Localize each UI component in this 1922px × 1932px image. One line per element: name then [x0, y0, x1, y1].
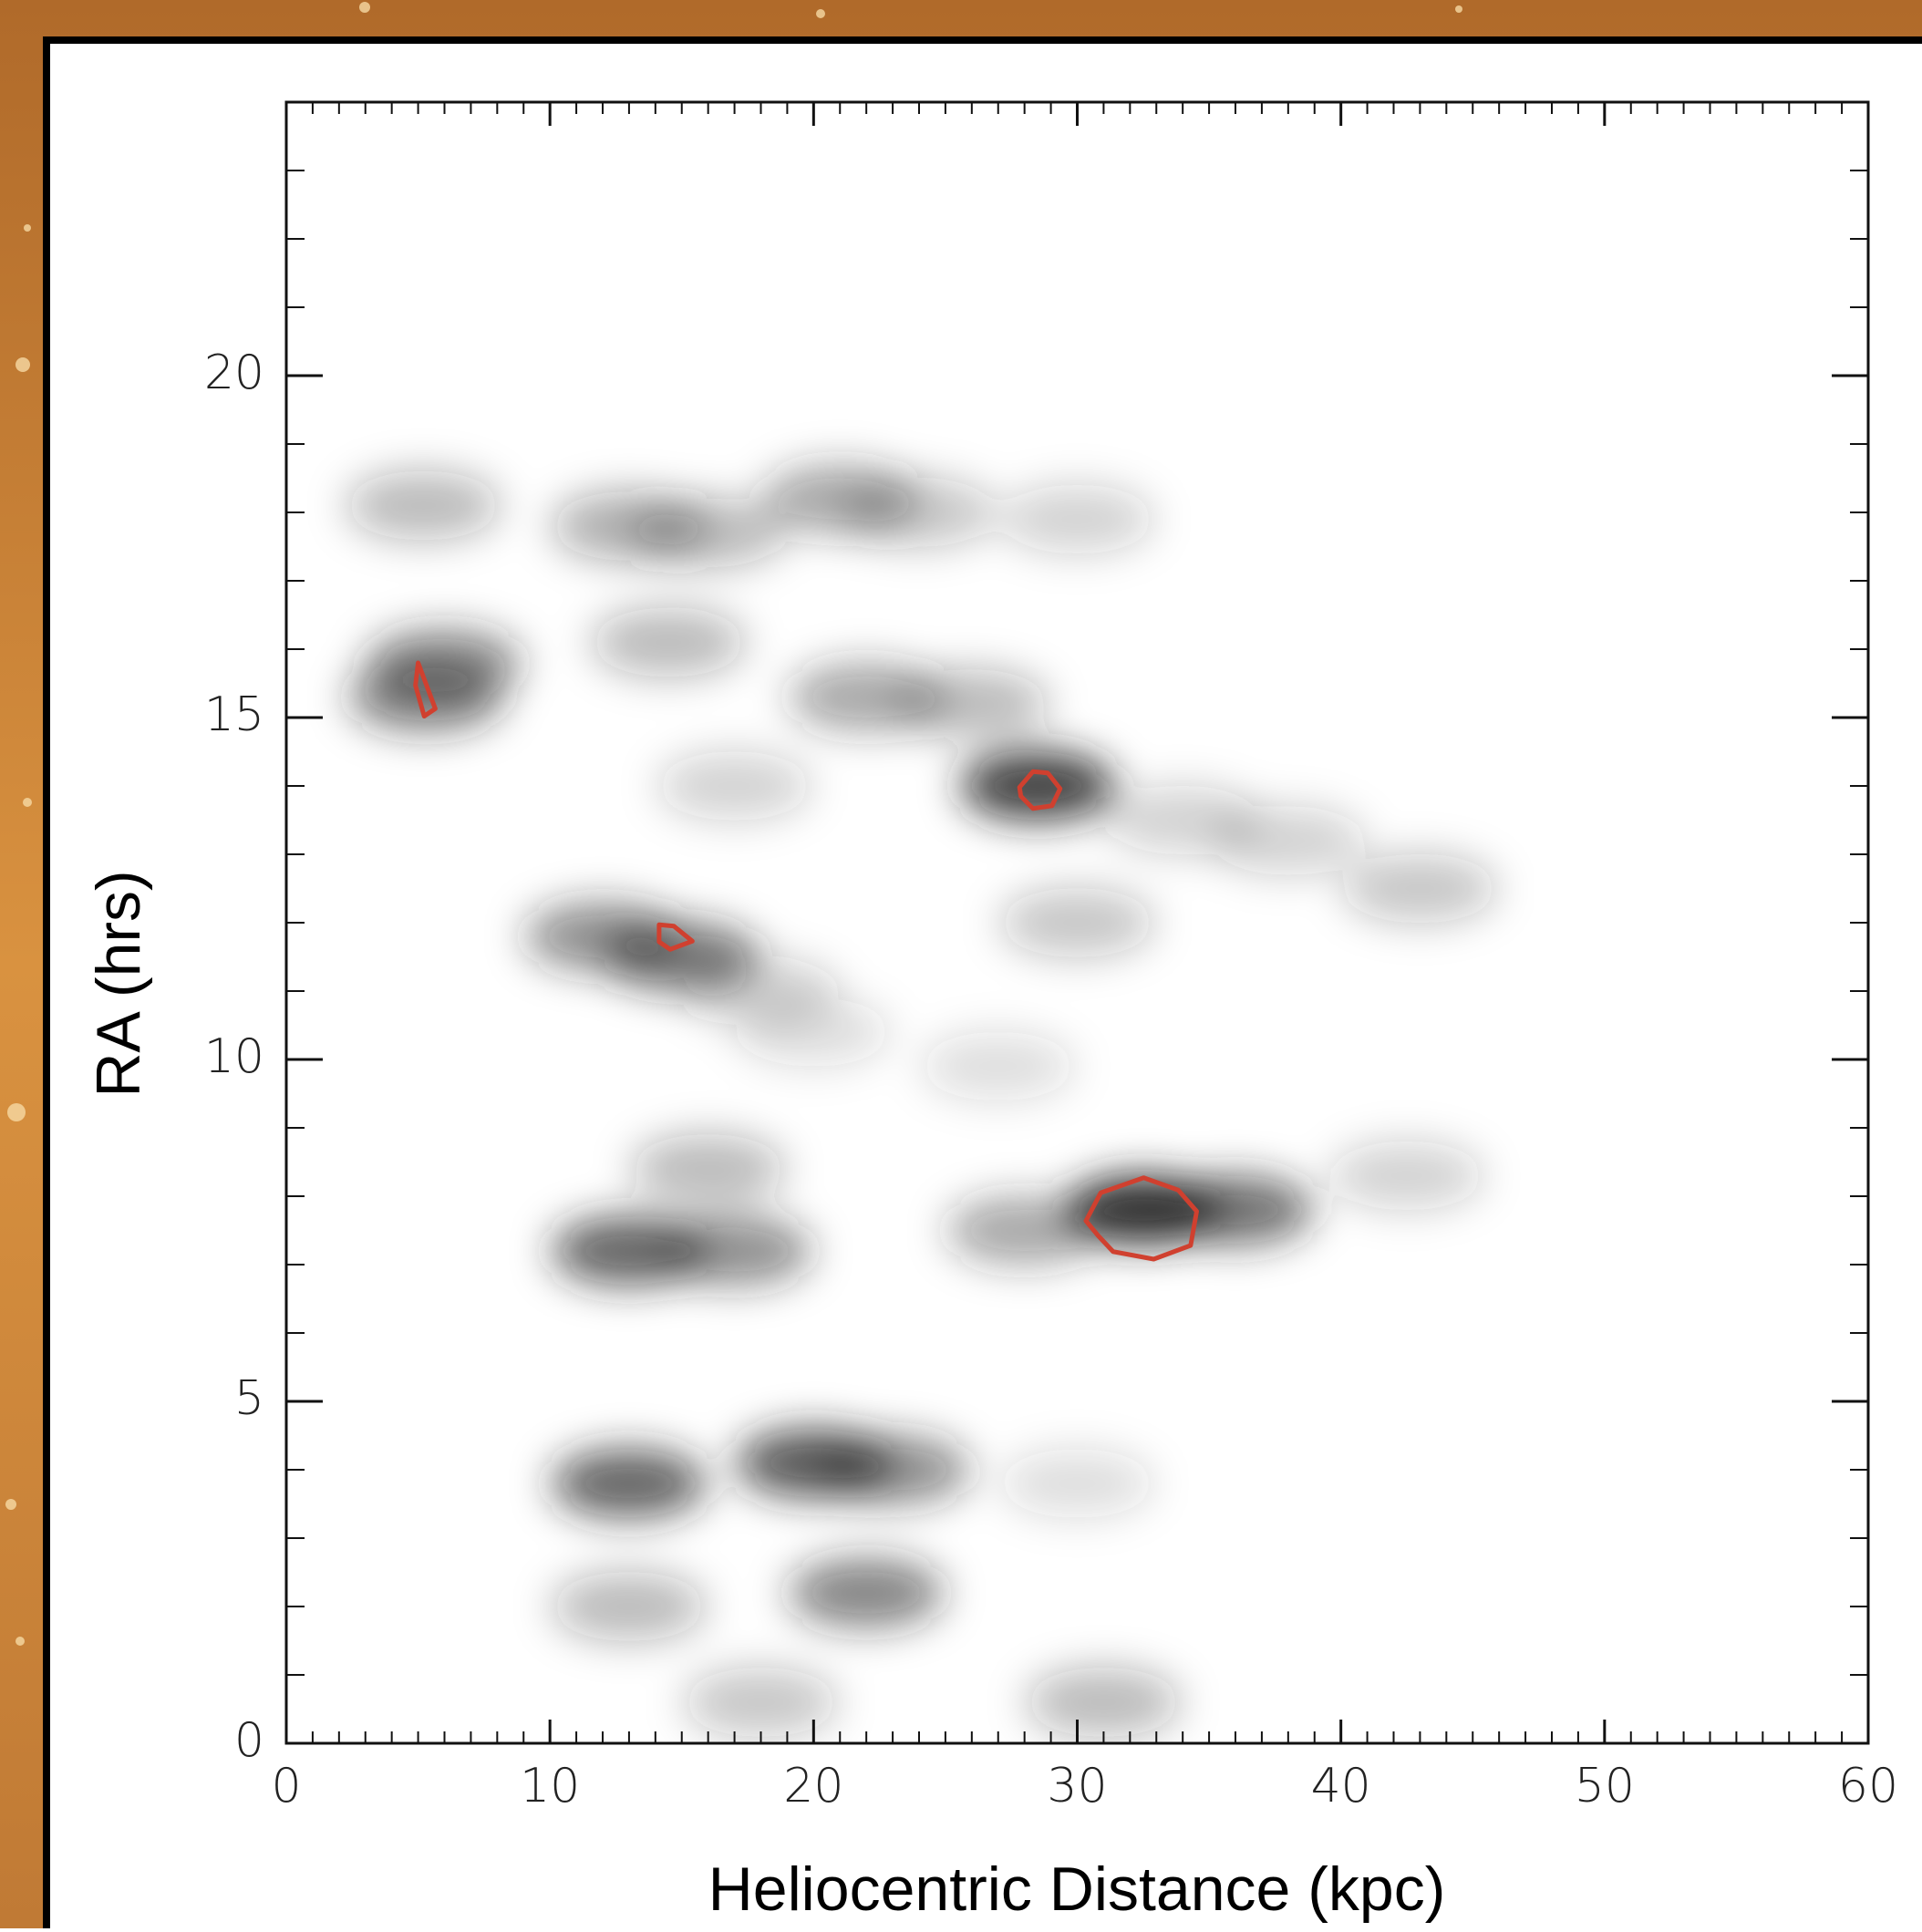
density-blob: [999, 888, 1155, 957]
density-blob: [842, 478, 997, 547]
density-blob: [346, 470, 501, 541]
density-blob: [656, 1216, 812, 1286]
density-blob: [683, 1668, 839, 1737]
x-tick-label: 10: [520, 1759, 580, 1813]
density-blob: [1342, 853, 1498, 924]
density-blob: [1026, 1668, 1182, 1737]
x-tick-label: 50: [1575, 1759, 1635, 1813]
density-blob: [815, 1435, 971, 1504]
x-tick-label: 20: [783, 1759, 843, 1813]
density-blob: [630, 1134, 786, 1204]
density-blob: [1158, 1175, 1313, 1245]
density-blob: [960, 751, 1116, 821]
plot-area: [346, 464, 1498, 1737]
x-tick-label: 60: [1838, 1759, 1898, 1813]
x-tick-label: 0: [271, 1759, 301, 1813]
y-tick-label: 5: [234, 1371, 264, 1426]
density-blob: [999, 484, 1155, 554]
density-blob: [656, 751, 812, 821]
density-blob: [946, 1195, 1102, 1266]
y-axis-title: RA (hrs): [84, 870, 153, 1097]
density-blob: [1328, 1141, 1484, 1211]
density-blob: [551, 1572, 707, 1641]
density-blob: [348, 662, 504, 732]
x-axis-title: Heliocentric Distance (kpc): [708, 1855, 1446, 1924]
density-map: [346, 464, 1498, 1737]
contour: [1017, 769, 1063, 811]
density-blob: [789, 1558, 945, 1627]
y-tick-label: 20: [204, 346, 264, 400]
density-blob: [1210, 806, 1366, 875]
stars: [5, 2, 1462, 1646]
density-blob: [894, 669, 1049, 739]
density-blob: [920, 1031, 1076, 1101]
contour: [1083, 1175, 1199, 1262]
y-tick-label: 15: [204, 687, 264, 742]
y-tick-label: 0: [234, 1713, 264, 1768]
density-blob: [999, 1449, 1155, 1518]
y-tick-label: 10: [204, 1029, 264, 1084]
x-tick-label: 30: [1047, 1759, 1107, 1813]
density-blob: [630, 498, 786, 568]
contour: [413, 660, 438, 718]
density-blob: [591, 607, 747, 677]
contour: [656, 922, 695, 952]
frame: [43, 36, 1922, 1932]
density-blob: [736, 997, 892, 1067]
density-blob: [551, 1449, 707, 1518]
x-tick-label: 40: [1311, 1759, 1371, 1813]
